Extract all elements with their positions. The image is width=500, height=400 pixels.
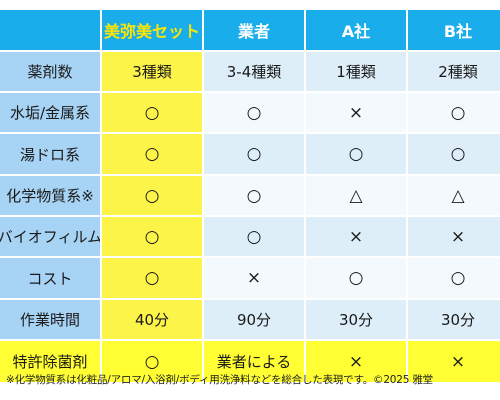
cell-chemical-substances-b: △ [408,176,500,215]
cell-yudoro-mimibi: ○ [102,134,202,174]
cell-scale-metal-b: ○ [408,93,500,132]
header-b-sha: B社 [408,10,500,50]
cell-patented-disinfectant-mimibi: ○ [102,341,202,382]
cell-yudoro-gyosha: ○ [204,134,304,174]
cell-chemical-substances-gyosha: ○ [204,176,304,215]
cell-scale-metal-a: × [306,93,406,132]
cell-yudoro-a: ○ [306,134,406,174]
cell-biofilm-gyosha: ○ [204,217,304,256]
row-label-work-time: 作業時間 [0,300,100,339]
cell-patented-disinfectant-gyosha: 業者による [204,341,304,382]
cell-chemical-count-gyosha: 3-4種類 [204,52,304,91]
cell-work-time-a: 30分 [306,300,406,339]
cell-cost-mimibi: ○ [102,258,202,298]
row-label-patented-disinfectant: 特許除菌剤 [0,341,100,382]
header-gyosha: 業者 [204,10,304,50]
header-mimibi-set: 美弥美セット [102,10,202,50]
cell-cost-gyosha: × [204,258,304,298]
row-label-biofilm: バイオフィルム [0,217,100,256]
cell-work-time-mimibi: 40分 [102,300,202,339]
comparison-table: 美弥美セット 業者 A社 B社 薬剤数 3種類 3-4種類 1種類 2種類 水垢… [0,10,500,382]
row-label-chemical-substances: 化学物質系※ [0,176,100,215]
cell-cost-b: ○ [408,258,500,298]
cell-cost-a: ○ [306,258,406,298]
header-corner [0,10,100,50]
footnote: ※化学物質系は化粧品/アロマ/入浴剤/ボディ用洗浄料などを総合した表現です。©2… [6,374,433,386]
cell-scale-metal-mimibi: ○ [102,93,202,132]
cell-biofilm-mimibi: ○ [102,217,202,256]
cell-chemical-substances-a: △ [306,176,406,215]
cell-patented-disinfectant-a: × [306,341,406,382]
cell-chemical-count-a: 1種類 [306,52,406,91]
header-a-sha: A社 [306,10,406,50]
row-label-chemical-count: 薬剤数 [0,52,100,91]
cell-chemical-count-mimibi: 3種類 [102,52,202,91]
row-label-scale-metal: 水垢/金属系 [0,93,100,132]
cell-yudoro-b: ○ [408,134,500,174]
row-label-yudoro: 湯ドロ系 [0,134,100,174]
row-label-cost: コスト [0,258,100,298]
cell-patented-disinfectant-b: × [408,341,500,382]
cell-chemical-substances-mimibi: ○ [102,176,202,215]
cell-chemical-count-b: 2種類 [408,52,500,91]
cell-scale-metal-gyosha: ○ [204,93,304,132]
cell-biofilm-b: × [408,217,500,256]
cell-work-time-gyosha: 90分 [204,300,304,339]
cell-work-time-b: 30分 [408,300,500,339]
cell-biofilm-a: × [306,217,406,256]
